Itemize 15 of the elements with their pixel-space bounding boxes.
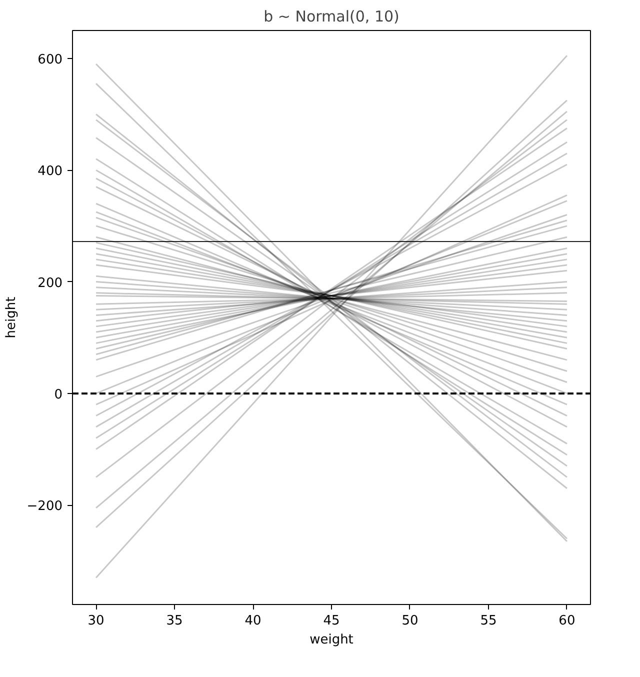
x-tick-label: 60	[558, 614, 576, 628]
y-axis-title: height	[4, 296, 19, 338]
x-tick-label: 50	[402, 614, 418, 628]
x-tick-label: 45	[323, 614, 340, 628]
y-tick-label: 600	[38, 52, 63, 68]
chart-title: b ~ Normal(0, 10)	[264, 8, 400, 26]
x-tick-label: 30	[88, 614, 104, 628]
y-tick-label: 200	[38, 276, 63, 291]
x-axis-title: weight	[310, 632, 354, 648]
y-tick-label: −200	[26, 499, 63, 514]
x-tick-label: 35	[166, 614, 183, 628]
x-tick-label: 55	[480, 614, 497, 628]
y-tick-label: 0	[54, 387, 63, 402]
x-tick-label: 40	[244, 614, 262, 628]
y-tick-label: 400	[38, 164, 63, 180]
